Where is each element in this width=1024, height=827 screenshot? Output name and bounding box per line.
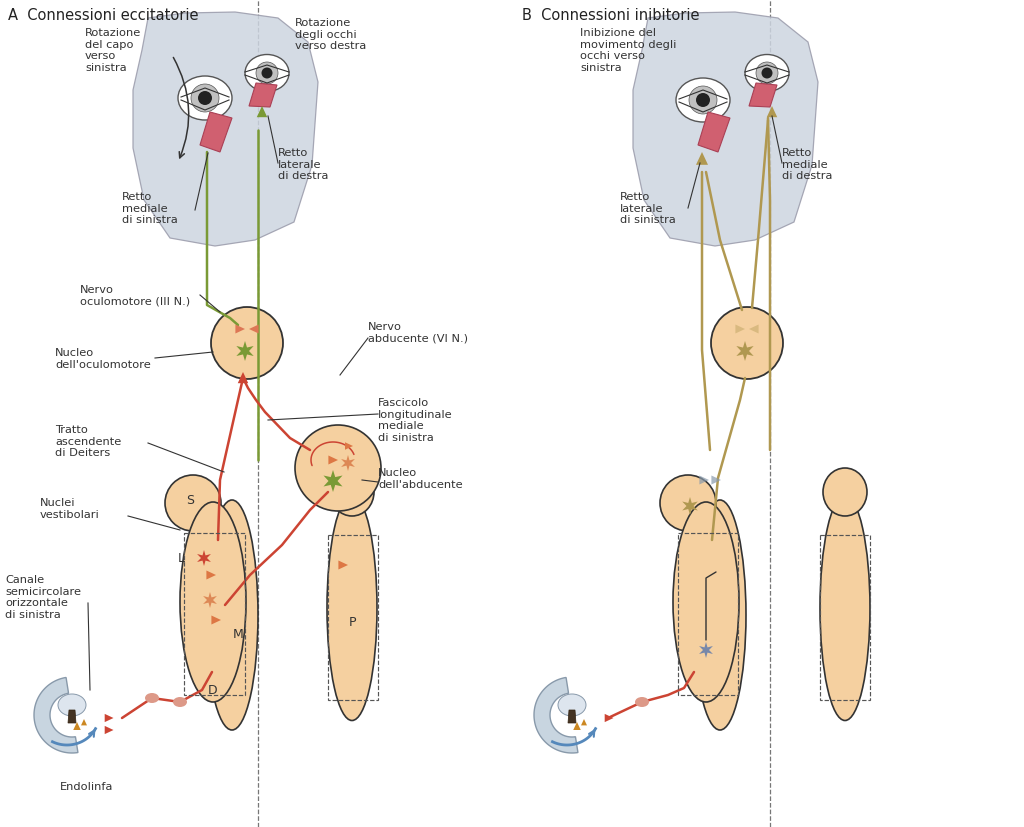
Polygon shape [749, 83, 777, 107]
Polygon shape [696, 152, 708, 165]
Text: Fascicolo
longitudinale
mediale
di sinistra: Fascicolo longitudinale mediale di sinis… [378, 398, 453, 442]
Ellipse shape [58, 694, 86, 716]
Ellipse shape [673, 502, 739, 702]
Polygon shape [200, 112, 232, 152]
Polygon shape [698, 112, 730, 152]
Polygon shape [133, 12, 318, 246]
Polygon shape [534, 677, 578, 753]
Circle shape [696, 93, 710, 107]
Polygon shape [767, 106, 777, 117]
Polygon shape [104, 714, 114, 722]
Ellipse shape [635, 697, 649, 707]
Circle shape [211, 307, 283, 379]
Circle shape [256, 62, 278, 84]
Text: L: L [177, 552, 184, 565]
Circle shape [191, 84, 219, 112]
Text: Retto
laterale
di destra: Retto laterale di destra [278, 148, 329, 181]
Ellipse shape [823, 468, 867, 516]
Polygon shape [712, 476, 721, 485]
Polygon shape [238, 372, 248, 383]
Ellipse shape [245, 55, 289, 92]
Polygon shape [699, 476, 709, 485]
Ellipse shape [745, 55, 790, 92]
Polygon shape [324, 470, 342, 492]
Polygon shape [735, 324, 745, 333]
Circle shape [756, 62, 778, 84]
Text: Retto
laterale
di sinistra: Retto laterale di sinistra [620, 192, 676, 225]
Ellipse shape [206, 500, 258, 730]
Polygon shape [682, 497, 697, 515]
Text: Canale
semicircolare
orizzontale
di sinistra: Canale semicircolare orizzontale di sini… [5, 575, 81, 619]
Polygon shape [338, 561, 348, 570]
Text: Inibizione del
movimento degli
occhi verso
sinistra: Inibizione del movimento degli occhi ver… [580, 28, 677, 73]
Polygon shape [197, 550, 211, 566]
Ellipse shape [327, 495, 377, 720]
Polygon shape [249, 83, 278, 107]
Polygon shape [211, 615, 221, 624]
Circle shape [762, 68, 772, 79]
Ellipse shape [676, 78, 730, 122]
Text: Nuclei
vestibolari: Nuclei vestibolari [40, 498, 99, 519]
Polygon shape [203, 592, 217, 608]
Text: D: D [208, 683, 218, 696]
Text: Retto
mediale
di sinistra: Retto mediale di sinistra [122, 192, 178, 225]
Polygon shape [699, 642, 713, 658]
Ellipse shape [694, 500, 746, 730]
Ellipse shape [178, 76, 232, 120]
Ellipse shape [180, 502, 246, 702]
Ellipse shape [558, 694, 586, 716]
Polygon shape [573, 722, 581, 730]
Text: B  Connessioni inibitorie: B Connessioni inibitorie [522, 8, 699, 23]
Text: Tratto
ascendente
di Deiters: Tratto ascendente di Deiters [55, 425, 121, 458]
Polygon shape [104, 726, 114, 734]
Text: P: P [349, 615, 356, 629]
Polygon shape [68, 710, 76, 723]
Text: Endolinfa: Endolinfa [60, 782, 114, 792]
Polygon shape [736, 341, 754, 361]
Polygon shape [207, 571, 216, 580]
Polygon shape [329, 456, 338, 465]
Polygon shape [568, 710, 575, 723]
Polygon shape [74, 722, 81, 730]
Polygon shape [345, 442, 353, 450]
Text: Retto
mediale
di destra: Retto mediale di destra [782, 148, 833, 181]
Ellipse shape [330, 468, 374, 516]
Text: Nervo
abducente (VI N.): Nervo abducente (VI N.) [368, 322, 468, 343]
Text: Nervo
oculomotore (III N.): Nervo oculomotore (III N.) [80, 285, 190, 307]
Circle shape [165, 475, 221, 531]
Polygon shape [341, 455, 355, 471]
Ellipse shape [173, 697, 187, 707]
Text: Rotazione
del capo
verso
sinistra: Rotazione del capo verso sinistra [85, 28, 141, 73]
Circle shape [660, 475, 716, 531]
Text: Nucleo
dell'oculomotore: Nucleo dell'oculomotore [55, 348, 151, 370]
Text: Rotazione
degli occhi
verso destra: Rotazione degli occhi verso destra [295, 18, 367, 51]
Text: A  Connessioni eccitatorie: A Connessioni eccitatorie [8, 8, 199, 23]
Ellipse shape [820, 495, 870, 720]
Polygon shape [236, 324, 245, 333]
Polygon shape [257, 106, 267, 117]
Ellipse shape [145, 693, 159, 703]
Polygon shape [34, 677, 78, 753]
Text: M: M [232, 629, 244, 642]
Circle shape [261, 68, 272, 79]
Polygon shape [249, 324, 259, 333]
Polygon shape [237, 341, 254, 361]
Polygon shape [581, 719, 587, 725]
Circle shape [198, 91, 212, 105]
Text: S: S [186, 494, 194, 506]
Circle shape [689, 86, 717, 114]
Polygon shape [81, 719, 87, 725]
Polygon shape [605, 714, 613, 722]
Polygon shape [749, 324, 759, 333]
Polygon shape [633, 12, 818, 246]
Text: Nucleo
dell'abducente: Nucleo dell'abducente [378, 468, 463, 490]
Circle shape [711, 307, 783, 379]
Circle shape [295, 425, 381, 511]
